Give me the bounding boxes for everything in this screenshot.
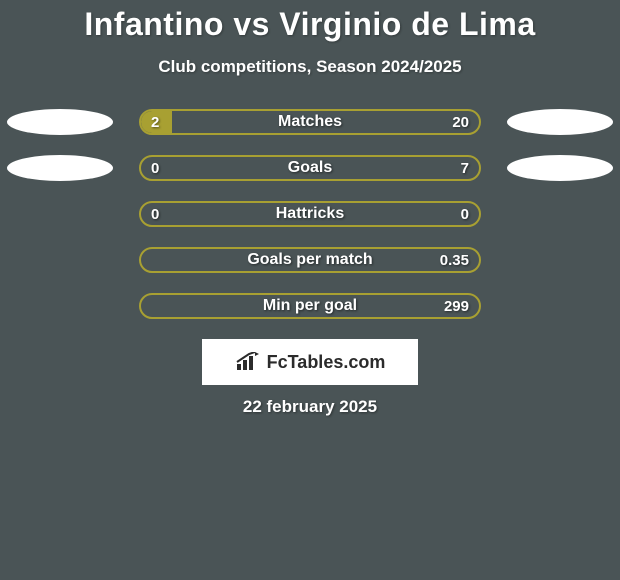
stat-label: Goals — [141, 157, 479, 179]
stat-right-value: 0.35 — [440, 249, 469, 271]
stats-list: 2Matches200Goals70Hattricks0Goals per ma… — [0, 109, 620, 319]
player-right-flag — [507, 109, 613, 135]
stat-bar-fill — [141, 111, 172, 133]
stat-label: Hattricks — [141, 203, 479, 225]
flag-spacer — [507, 247, 613, 273]
flag-spacer — [507, 293, 613, 319]
stat-right-value: 20 — [452, 111, 469, 133]
flag-spacer — [7, 247, 113, 273]
source-logo-text: FcTables.com — [267, 352, 386, 373]
stat-label: Matches — [141, 111, 479, 133]
stat-bar: 2Matches20 — [139, 109, 481, 135]
stat-right-value: 0 — [461, 203, 469, 225]
stat-row: Goals per match0.35 — [0, 247, 620, 273]
source-logo[interactable]: FcTables.com — [202, 339, 418, 385]
stat-bar: Min per goal299 — [139, 293, 481, 319]
page-title: Infantino vs Virginio de Lima — [0, 6, 620, 43]
comparison-widget: Infantino vs Virginio de Lima Club compe… — [0, 0, 620, 417]
stat-row: 0Hattricks0 — [0, 201, 620, 227]
player-right-flag — [507, 155, 613, 181]
player-left-flag — [7, 155, 113, 181]
stat-right-value: 299 — [444, 295, 469, 317]
stat-row: 0Goals7 — [0, 155, 620, 181]
stat-label: Goals per match — [141, 249, 479, 271]
stat-row: 2Matches20 — [0, 109, 620, 135]
stat-bar: 0Hattricks0 — [139, 201, 481, 227]
stat-row: Min per goal299 — [0, 293, 620, 319]
subtitle: Club competitions, Season 2024/2025 — [0, 57, 620, 77]
flag-spacer — [7, 293, 113, 319]
stat-label: Min per goal — [141, 295, 479, 317]
stat-bar: 0Goals7 — [139, 155, 481, 181]
stat-bar: Goals per match0.35 — [139, 247, 481, 273]
player-left-flag — [7, 109, 113, 135]
stat-left-value: 0 — [151, 157, 159, 179]
flag-spacer — [7, 201, 113, 227]
chart-icon — [235, 352, 261, 372]
date-label: 22 february 2025 — [0, 397, 620, 417]
stat-left-value: 0 — [151, 203, 159, 225]
stat-right-value: 7 — [461, 157, 469, 179]
flag-spacer — [507, 201, 613, 227]
